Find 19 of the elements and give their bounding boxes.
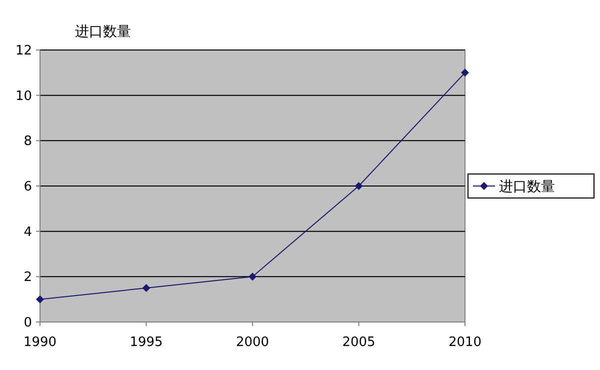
y-tick-label: 10	[15, 88, 32, 104]
x-tick-label: 1995	[130, 335, 163, 350]
point	[36, 295, 44, 304]
y-tick-label: 4	[24, 224, 32, 240]
legend-label: 进口数量	[499, 178, 555, 195]
x-tick-label: 1990	[23, 335, 57, 350]
y-axis-title: 进口数量	[75, 24, 131, 40]
point	[461, 68, 469, 77]
x-tick-label: 2005	[342, 335, 376, 350]
y-tick-label: 6	[24, 180, 32, 195]
y-tick-label: 8	[24, 134, 32, 150]
x-tick-label: 2010	[448, 335, 482, 350]
point	[248, 272, 256, 281]
point	[354, 182, 363, 190]
y-tick-label: 0	[24, 316, 32, 331]
y-tick-label: 2	[24, 270, 32, 286]
x-tick-label: 2000	[236, 335, 270, 350]
point	[142, 284, 150, 292]
y-tick-label: 12	[15, 44, 32, 59]
